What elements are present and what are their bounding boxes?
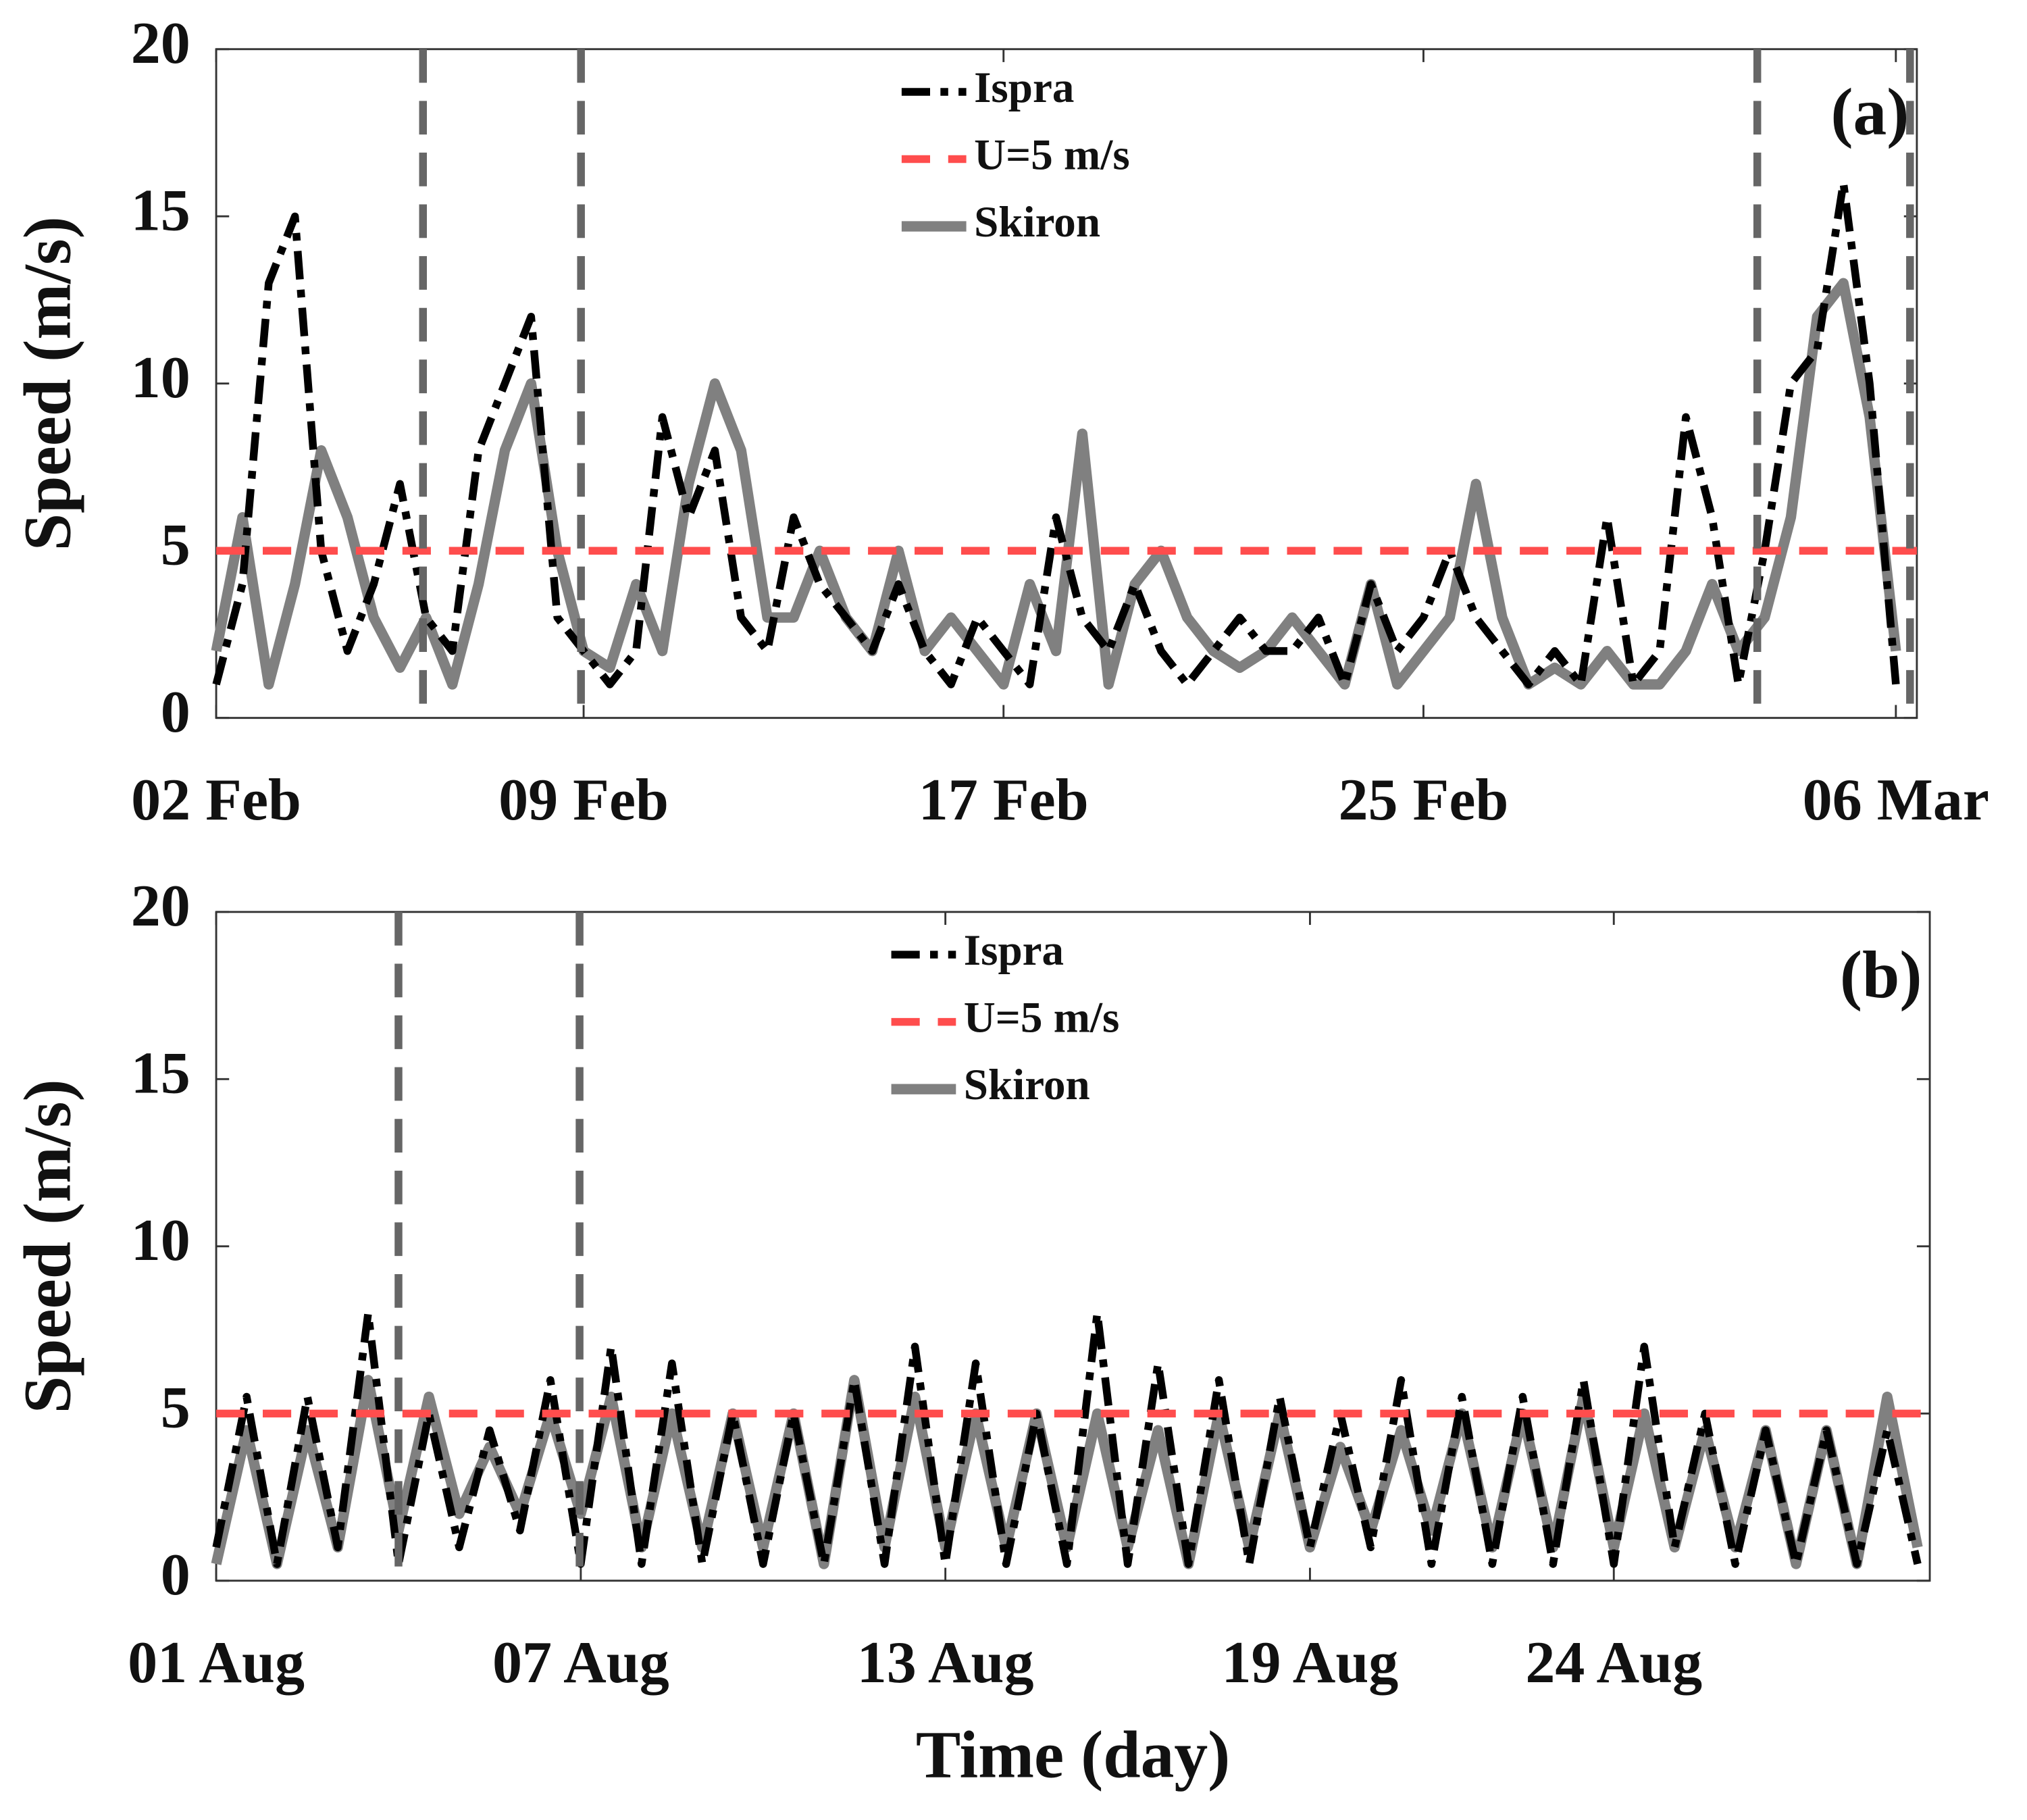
panel: 0 5 10 15 20 01 Aug 07 Aug 13 Aug 19 Aug 24 Aug Sp… bbox=[10, 874, 1931, 1792]
x-tick-label: 01 Aug bbox=[128, 1630, 305, 1696]
series-line bbox=[211, 278, 1901, 690]
y-tick-label: 20 bbox=[131, 11, 190, 76]
panel-label: (b) bbox=[1840, 937, 1922, 1012]
x-tick-label: 19 Aug bbox=[1222, 1630, 1399, 1696]
x-tick-label: 09 Feb bbox=[498, 767, 669, 833]
legend-label: U=5 m/s bbox=[964, 994, 1120, 1042]
series-line bbox=[212, 1309, 1922, 1568]
legend-label: U=5 m/s bbox=[974, 130, 1130, 179]
x-tick-label: 13 Aug bbox=[857, 1630, 1034, 1696]
legend-label: Ispra bbox=[974, 64, 1074, 112]
y-tick-label: 15 bbox=[131, 1041, 190, 1107]
x-tick-label: 24 Aug bbox=[1525, 1630, 1702, 1696]
x-tick-label: 06 Mar bbox=[1803, 767, 1989, 833]
y-tick-label: 5 bbox=[161, 1375, 190, 1441]
x-tick-label: 02 Feb bbox=[131, 767, 301, 833]
legend-label: Ispra bbox=[964, 926, 1064, 975]
y-axis-label: Speed (m/s) bbox=[10, 1079, 85, 1413]
y-tick-label: 5 bbox=[161, 512, 190, 578]
x-tick-label: 07 Aug bbox=[492, 1630, 669, 1696]
y-tick-label: 10 bbox=[131, 1208, 190, 1273]
y-tick-label: 15 bbox=[131, 178, 190, 243]
y-axis-label: Speed (m/s) bbox=[10, 216, 85, 551]
legend-label: Skiron bbox=[974, 198, 1100, 247]
y-tick-label: 10 bbox=[131, 345, 190, 411]
y-tick-label: 0 bbox=[161, 1542, 190, 1608]
legend-label: Skiron bbox=[964, 1061, 1090, 1109]
x-axis-label: Time (day) bbox=[916, 1717, 1230, 1792]
y-tick-label: 20 bbox=[131, 874, 190, 939]
panel-label: (a) bbox=[1830, 74, 1909, 149]
y-tick-label: 0 bbox=[161, 680, 190, 745]
panel: 0 5 10 15 20 02 Feb 09 Feb 17 Feb 25 Feb 06 Mar Sp… bbox=[10, 11, 1989, 833]
x-tick-label: 25 Feb bbox=[1338, 767, 1508, 833]
x-tick-label: 17 Feb bbox=[919, 767, 1089, 833]
series-line bbox=[212, 178, 1900, 688]
